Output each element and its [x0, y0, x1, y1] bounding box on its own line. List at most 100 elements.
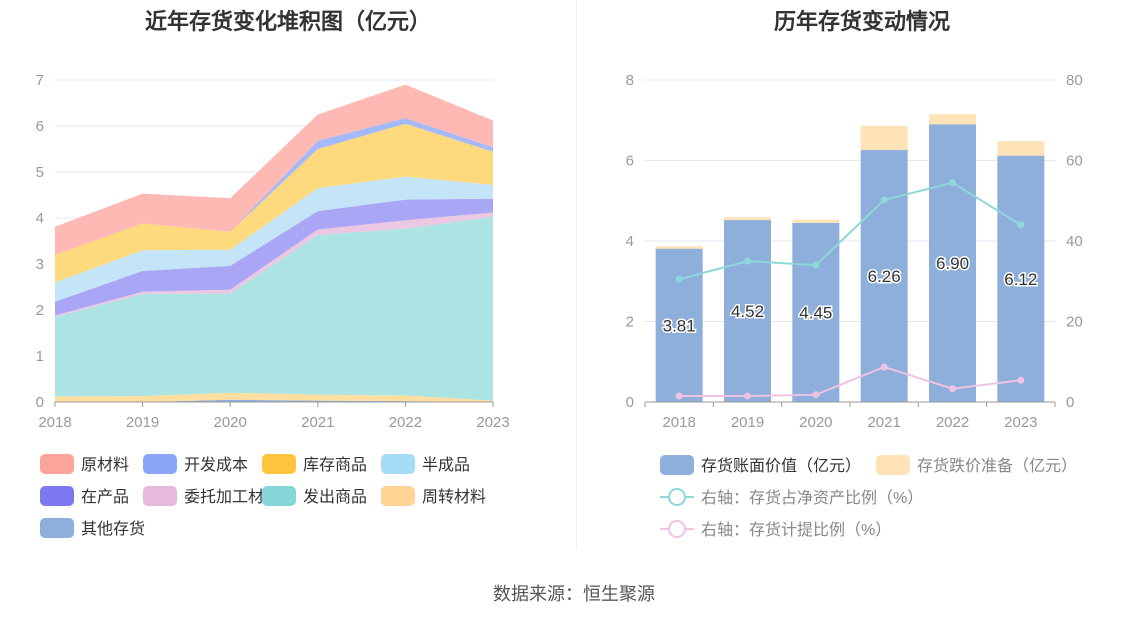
- right-legend-swatch[interactable]: [660, 455, 694, 475]
- line-point: [675, 392, 683, 400]
- right-right-y-tick-label: 60: [1066, 153, 1083, 170]
- bar-inventory-provision: [792, 219, 840, 223]
- right-left-y-tick-label: 2: [626, 314, 634, 331]
- left-legend-swatch[interactable]: [40, 518, 74, 538]
- line-point: [880, 196, 888, 204]
- left-x-tick-label: 2018: [38, 414, 71, 431]
- left-x-tick-label: 2023: [476, 414, 509, 431]
- left-x-tick-label: 2020: [214, 414, 247, 431]
- area-series-发出商品: [55, 216, 493, 401]
- line-point: [949, 179, 956, 187]
- right-x-tick-label: 2022: [936, 414, 969, 431]
- left-legend-swatch[interactable]: [381, 454, 415, 474]
- left-legend-label[interactable]: 周转材料: [422, 488, 486, 506]
- right-left-y-tick-label: 6: [626, 153, 634, 170]
- bar-data-label: 4.45: [799, 303, 832, 322]
- left-legend-swatch[interactable]: [262, 486, 296, 506]
- bar-inventory-provision: [655, 246, 703, 249]
- area-series-原材料: [55, 84, 493, 255]
- left-y-tick-label: 7: [36, 72, 44, 89]
- line-point: [949, 385, 956, 393]
- area-series-其他存货: [55, 399, 493, 402]
- area-series-半成品: [55, 176, 493, 302]
- left-legend-label[interactable]: 在产品: [81, 488, 129, 506]
- left-y-tick-label: 4: [36, 210, 44, 227]
- line-point: [744, 392, 751, 400]
- bar-inventory-provision: [929, 114, 976, 125]
- bar-inventory-provision: [724, 217, 771, 221]
- bar-data-label: 4.52: [731, 302, 764, 321]
- left-legend-swatch[interactable]: [40, 454, 74, 474]
- left-legend-label[interactable]: 委托加工材料: [184, 488, 280, 506]
- left-legend-swatch[interactable]: [143, 486, 177, 506]
- line-point: [812, 391, 820, 399]
- line-series-右轴：存货占净资产比例（%）: [678, 181, 1022, 281]
- left-legend-label[interactable]: 原材料: [81, 456, 129, 474]
- line-point: [812, 261, 820, 269]
- bar-data-label: 6.90: [936, 254, 969, 273]
- line-point: [744, 257, 751, 265]
- right-x-tick-label: 2023: [1004, 414, 1037, 431]
- line-point: [880, 363, 888, 371]
- right-legend-label[interactable]: 存货跌价准备（亿元）: [917, 457, 1077, 475]
- left-y-tick-label: 5: [36, 164, 44, 181]
- right-x-tick-label: 2019: [731, 414, 764, 431]
- data-source: 数据来源：恒生聚源: [493, 584, 655, 604]
- left-x-tick-label: 2021: [301, 414, 334, 431]
- right-legend-marker[interactable]: [668, 520, 686, 538]
- bar-inventory-provision: [860, 125, 908, 151]
- chart-divider: [576, 0, 577, 550]
- left-legend-label[interactable]: 半成品: [422, 456, 470, 474]
- right-chart-title: 历年存货变动情况: [773, 9, 950, 34]
- right-legend-label[interactable]: 存货账面价值（亿元）: [701, 457, 861, 475]
- right-legend-marker[interactable]: [668, 488, 686, 506]
- bar-inventory-book-value: [792, 222, 840, 402]
- right-right-y-tick-label: 20: [1066, 314, 1083, 331]
- left-legend-label[interactable]: 开发成本: [184, 456, 248, 474]
- line-point: [1017, 376, 1025, 384]
- left-x-tick-label: 2019: [126, 414, 159, 431]
- bar-inventory-book-value: [724, 220, 771, 402]
- right-right-y-tick-label: 40: [1066, 233, 1083, 250]
- left-legend-swatch[interactable]: [262, 454, 296, 474]
- left-y-tick-label: 3: [36, 256, 44, 273]
- right-legend-label[interactable]: 右轴：存货计提比例（%）: [701, 521, 891, 539]
- bar-inventory-book-value: [860, 150, 908, 402]
- area-series-周转材料: [55, 392, 493, 402]
- line-point: [1017, 221, 1025, 229]
- bar-data-label: 3.81: [663, 316, 696, 335]
- left-legend-label[interactable]: 库存商品: [303, 456, 367, 474]
- left-y-tick-label: 2: [36, 302, 44, 319]
- left-legend-swatch[interactable]: [40, 486, 74, 506]
- left-y-tick-label: 0: [36, 394, 44, 411]
- right-right-y-tick-label: 80: [1066, 72, 1083, 89]
- area-series-库存商品: [55, 123, 493, 283]
- right-x-tick-label: 2020: [799, 414, 832, 431]
- left-legend-swatch[interactable]: [143, 454, 177, 474]
- bar-data-label: 6.12: [1004, 270, 1037, 289]
- right-legend-label[interactable]: 右轴：存货占净资产比例（%）: [701, 489, 923, 507]
- right-left-y-tick-label: 4: [626, 233, 634, 250]
- line-series-右轴：存货计提比例（%）: [679, 365, 1021, 397]
- right-x-tick-label: 2021: [867, 414, 900, 431]
- area-series-在产品: [55, 198, 493, 316]
- area-series-开发成本: [55, 118, 493, 255]
- left-legend-swatch[interactable]: [381, 486, 415, 506]
- left-chart-title: 近年存货变化堆积图（亿元）: [144, 9, 431, 34]
- left-x-tick-label: 2022: [389, 414, 422, 431]
- bar-inventory-book-value: [929, 124, 976, 403]
- left-legend-label[interactable]: 其他存货: [81, 520, 145, 538]
- right-legend-swatch[interactable]: [876, 455, 910, 475]
- line-point: [675, 275, 683, 283]
- left-y-tick-label: 6: [36, 118, 44, 135]
- right-left-y-tick-label: 0: [626, 394, 634, 411]
- bar-inventory-provision: [997, 141, 1045, 156]
- right-x-tick-label: 2018: [662, 414, 695, 431]
- right-right-y-tick-label: 0: [1066, 394, 1074, 411]
- bar-inventory-book-value: [997, 155, 1045, 402]
- right-left-y-tick-label: 8: [626, 72, 634, 89]
- bar-data-label: 6.26: [868, 267, 901, 286]
- left-y-tick-label: 1: [36, 348, 44, 365]
- left-legend-label[interactable]: 发出商品: [303, 488, 367, 506]
